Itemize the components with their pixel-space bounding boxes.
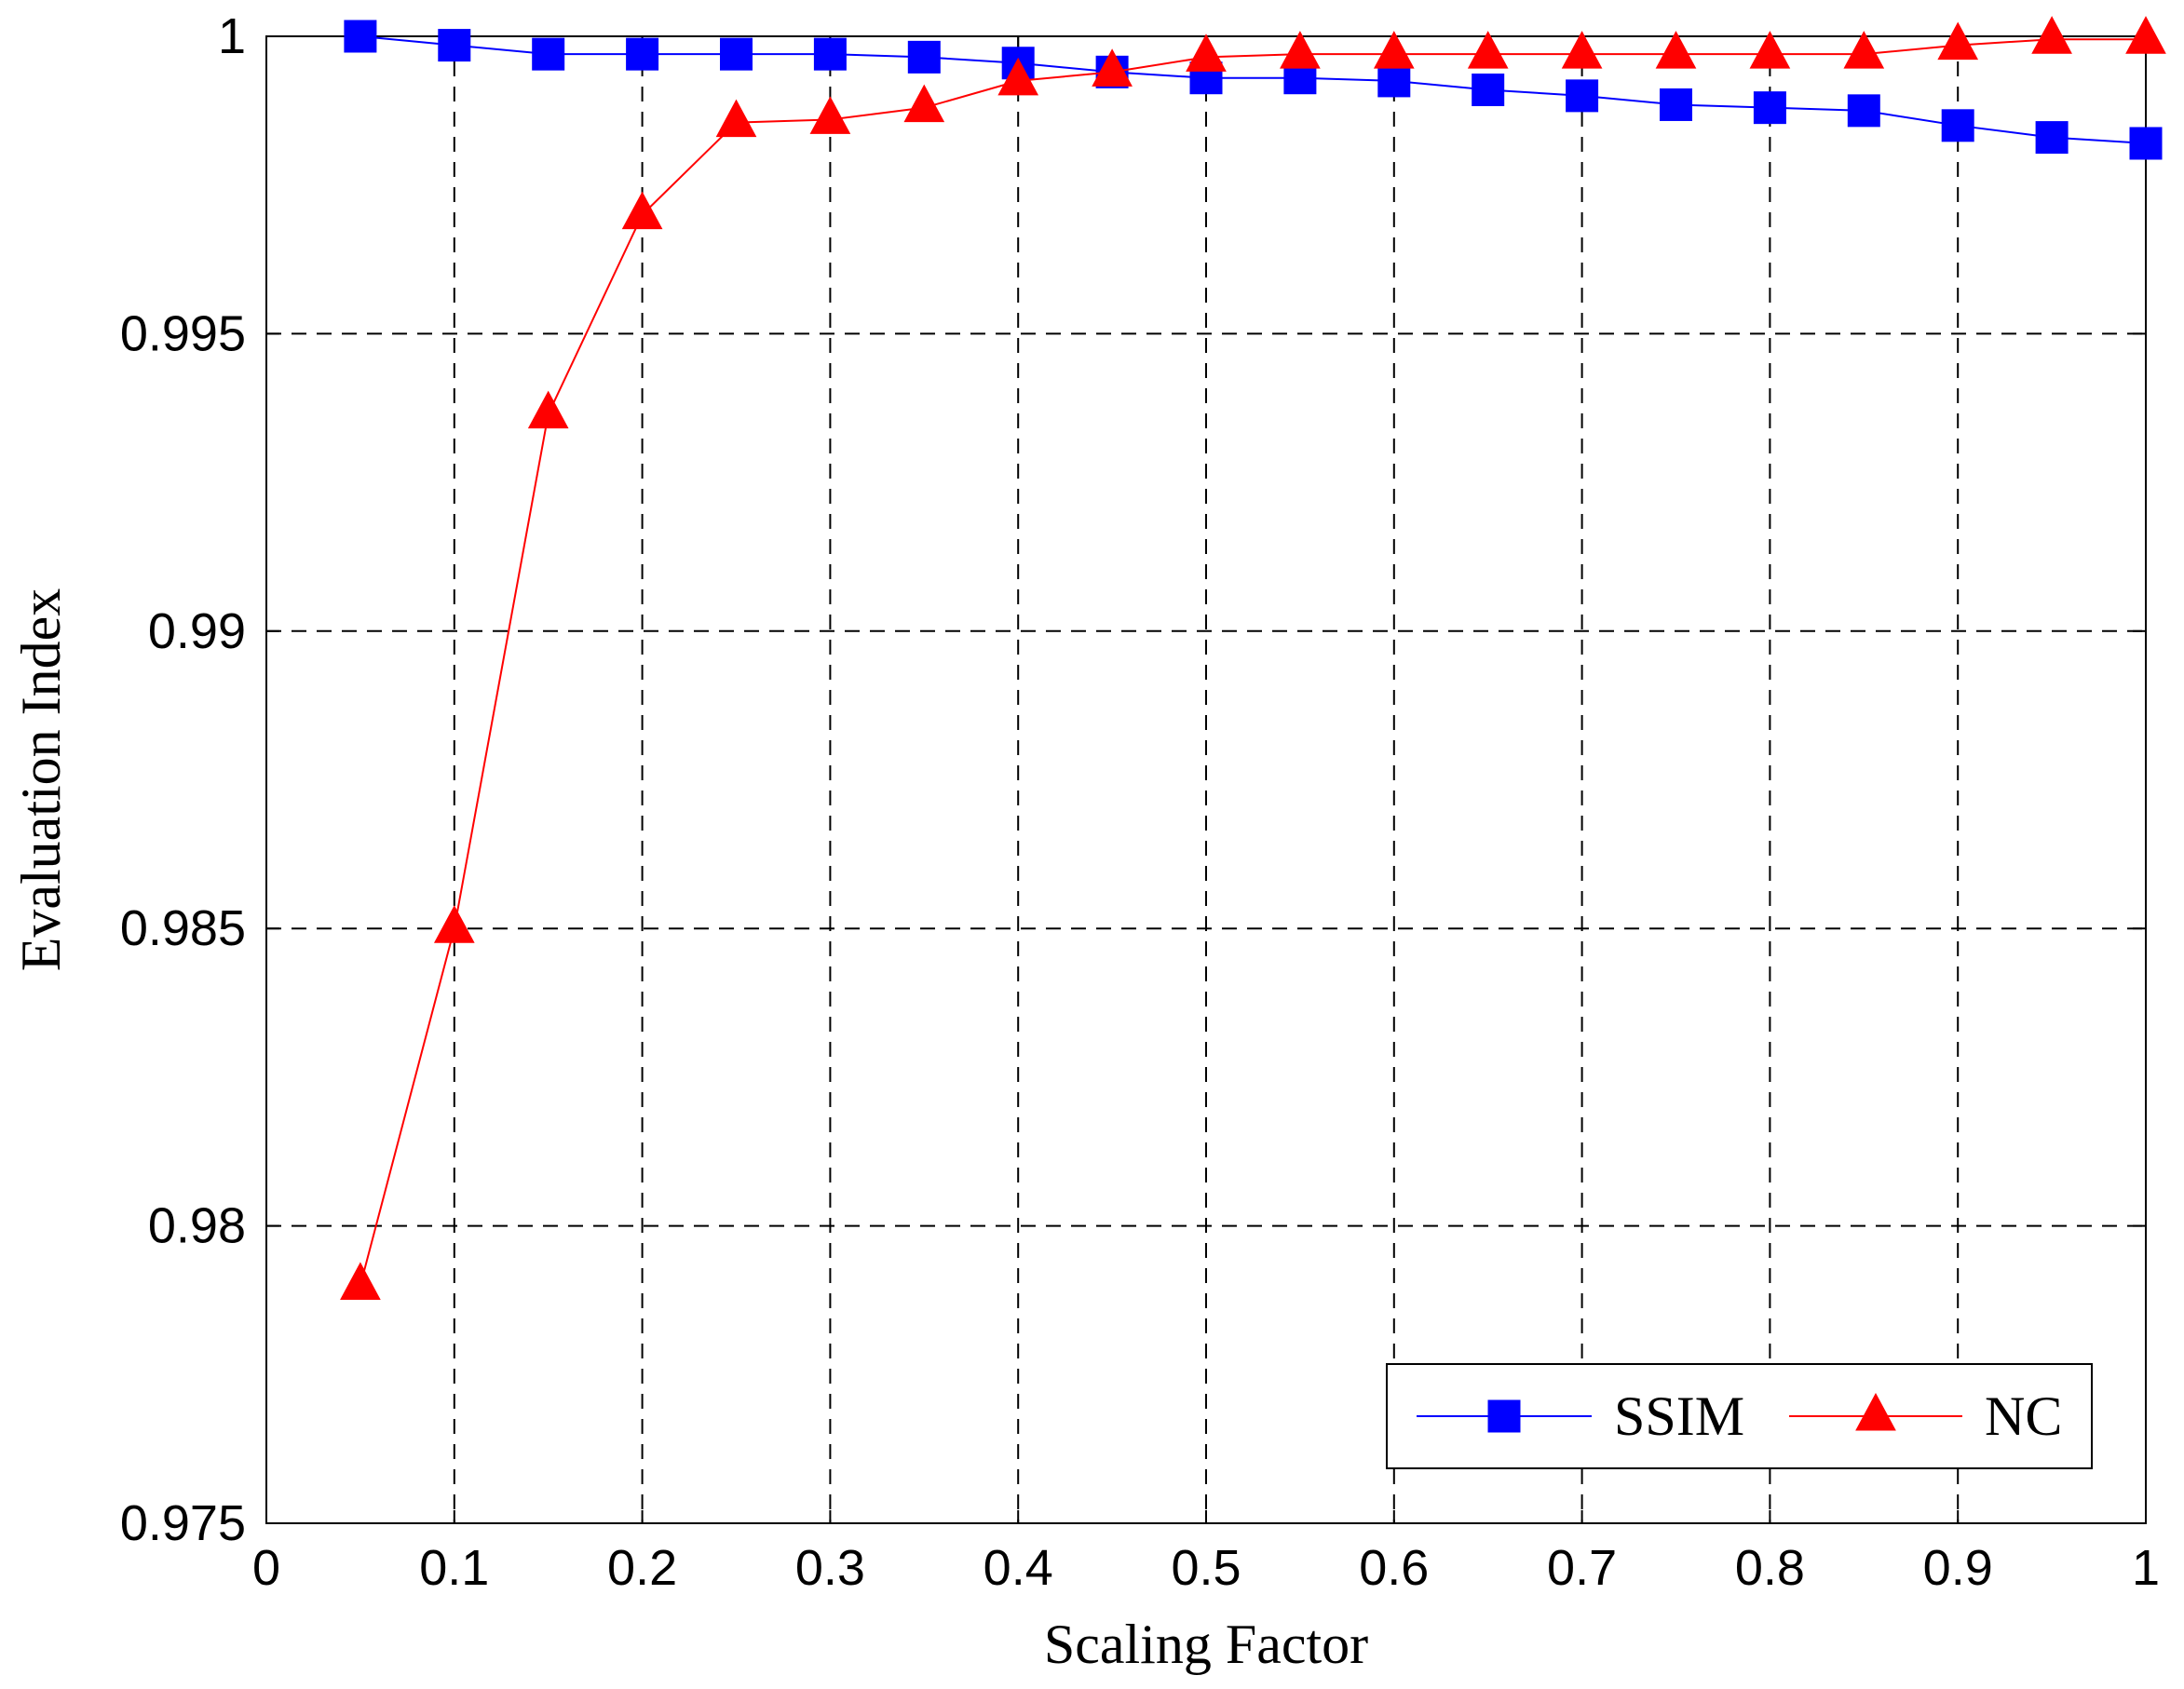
data-point-nc — [340, 1262, 381, 1300]
series-nc — [340, 16, 2166, 1300]
x-tick-label: 0.3 — [795, 1540, 865, 1596]
data-point-nc — [1561, 31, 1603, 69]
data-point-ssim — [2035, 121, 2069, 155]
series-layer — [340, 16, 2166, 1300]
data-point-ssim — [1753, 91, 1786, 125]
y-tick-label: 0.975 — [120, 1495, 246, 1551]
x-tick-label: 0.8 — [1735, 1540, 1805, 1596]
data-point-nc — [2125, 16, 2166, 54]
data-point-ssim — [1472, 73, 1505, 106]
legend-marker-ssim — [1487, 1399, 1521, 1433]
data-point-nc — [621, 191, 663, 230]
data-point-ssim — [1847, 94, 1880, 128]
data-point-nc — [1749, 31, 1791, 69]
data-point-ssim — [344, 20, 377, 53]
legend-label-ssim: SSIM — [1614, 1385, 1744, 1447]
y-tick-label: 1 — [218, 8, 246, 64]
y-tick-labels: 0.975 0.98 0.985 0.99 0.995 1 — [120, 8, 246, 1551]
x-tick-label: 0.6 — [1359, 1540, 1429, 1596]
data-point-ssim — [438, 29, 471, 62]
x-tick-label: 1 — [2132, 1540, 2160, 1596]
data-point-nc — [903, 84, 945, 123]
y-tick-label: 0.98 — [148, 1198, 246, 1254]
x-tick-label: 0.1 — [419, 1540, 489, 1596]
legend-items — [1417, 1392, 1962, 1433]
data-point-nc — [1092, 48, 1133, 87]
y-axis-title: Evaluation Index — [10, 588, 72, 972]
data-point-nc — [1467, 31, 1509, 69]
x-tick-label: 0 — [252, 1540, 280, 1596]
data-point-nc — [809, 96, 851, 134]
data-point-nc — [1186, 34, 1227, 72]
data-point-ssim — [1377, 64, 1411, 98]
data-point-ssim — [813, 37, 847, 71]
x-tick-label: 0.9 — [1923, 1540, 1993, 1596]
x-axis-title: Scaling Factor — [1044, 1614, 1368, 1675]
data-point-nc — [1843, 31, 1885, 69]
x-tick-label: 0.2 — [607, 1540, 677, 1596]
data-point-ssim — [2129, 127, 2163, 160]
y-tick-label: 0.995 — [120, 305, 246, 361]
data-point-nc — [527, 390, 569, 429]
data-point-nc — [1937, 21, 1979, 61]
data-point-ssim — [907, 40, 941, 74]
legend-label-nc: NC — [1985, 1385, 2062, 1447]
y-tick-label: 0.99 — [148, 603, 246, 659]
data-point-nc — [1655, 31, 1697, 69]
legend: SSIM NC — [1386, 1363, 2093, 1469]
grid-lines — [266, 36, 2146, 1523]
data-point-ssim — [1941, 109, 1974, 142]
legend-marker-nc — [1855, 1392, 1896, 1431]
data-point-nc — [1280, 31, 1321, 69]
data-point-nc — [433, 905, 475, 943]
data-point-ssim — [532, 37, 565, 71]
x-tick-labels: 0 0.1 0.2 0.3 0.4 0.5 0.6 0.7 0.8 0.9 1 — [252, 1540, 2160, 1596]
data-point-nc — [2031, 16, 2072, 54]
series-line-nc — [359, 38, 2146, 1286]
data-point-nc — [715, 99, 757, 138]
data-point-nc — [997, 57, 1039, 96]
y-tick-label: 0.985 — [120, 900, 246, 956]
x-tick-label: 0.7 — [1547, 1540, 1617, 1596]
data-point-ssim — [626, 37, 659, 71]
x-tick-label: 0.4 — [983, 1540, 1053, 1596]
data-point-ssim — [1566, 79, 1599, 113]
data-point-ssim — [1660, 88, 1692, 121]
data-point-nc — [1373, 31, 1415, 69]
data-point-ssim — [720, 37, 753, 71]
x-tick-label: 0.5 — [1171, 1540, 1241, 1596]
